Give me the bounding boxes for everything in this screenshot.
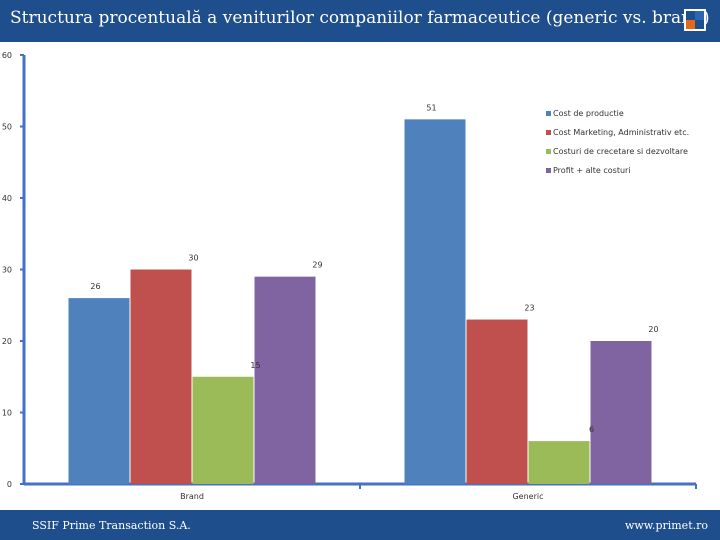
footer-company: SSIF Prime Transaction S.A.: [32, 519, 191, 532]
legend-label: Costuri de crecetare si dezvoltare: [553, 147, 688, 156]
data-label: 51: [426, 103, 436, 112]
legend-label: Profit + alte costuri: [553, 166, 631, 175]
bar: [130, 269, 192, 484]
data-label: 26: [90, 282, 100, 291]
data-label: 23: [524, 304, 534, 313]
legend-label: Cost Marketing, Administrativ etc.: [553, 128, 689, 137]
bar: [466, 319, 528, 484]
x-category-label: Generic: [512, 492, 543, 501]
bar: [254, 276, 316, 484]
bar: [590, 341, 652, 484]
legend-swatch: [546, 149, 551, 154]
y-tick-label: 60: [2, 51, 12, 60]
data-label: 6: [589, 425, 594, 434]
data-label: 29: [312, 261, 322, 270]
bar: [192, 376, 254, 484]
data-label: 15: [250, 361, 260, 370]
legend-swatch: [546, 130, 551, 135]
y-tick-label: 0: [7, 480, 12, 489]
title-bar: Structura procentuală a veniturilor comp…: [0, 0, 720, 42]
footer-bar: SSIF Prime Transaction S.A. www.primet.r…: [0, 510, 720, 540]
page-title: Structura procentuală a veniturilor comp…: [10, 8, 710, 28]
footer-website[interactable]: www.primet.ro: [625, 519, 708, 532]
bar-chart: 0 10 20 30 40 50 60 26 30 15 29 Brand 51 23 6 20 Generi…: [2, 51, 697, 501]
bar: [68, 298, 130, 484]
y-tick-label: 40: [2, 194, 12, 203]
y-tick-label: 50: [2, 123, 12, 132]
company-logo-icon: [684, 9, 706, 31]
bar: [528, 441, 590, 484]
y-tick-label: 10: [2, 409, 12, 418]
y-tick-label: 30: [2, 266, 12, 275]
legend-label: Cost de productie: [553, 109, 624, 118]
x-category-label: Brand: [180, 492, 204, 501]
legend-swatch: [546, 168, 551, 173]
legend-swatch: [546, 111, 551, 116]
y-tick-label: 20: [2, 337, 12, 346]
bar: [404, 119, 466, 484]
data-label: 30: [188, 254, 198, 263]
data-label: 20: [648, 325, 658, 334]
